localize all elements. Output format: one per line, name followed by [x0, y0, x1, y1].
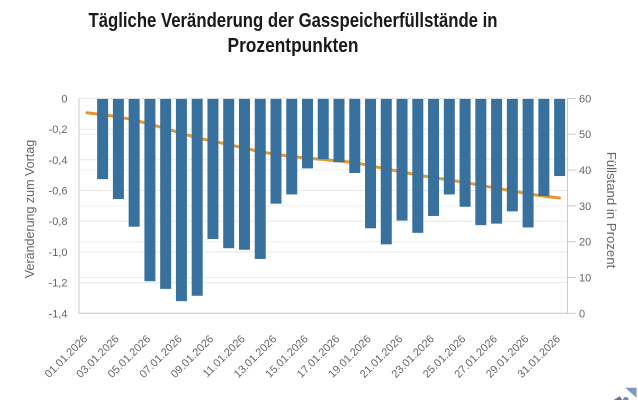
svg-text:-0,2: -0,2 [49, 124, 68, 136]
svg-text:-0,8: -0,8 [49, 216, 68, 228]
svg-text:60: 60 [579, 93, 591, 105]
svg-text:20: 20 [579, 237, 591, 249]
svg-text:0: 0 [61, 93, 67, 105]
svg-text:10: 10 [579, 272, 591, 284]
svg-text:-1,4: -1,4 [49, 308, 68, 320]
svg-text:40: 40 [579, 165, 591, 177]
svg-text:-0,4: -0,4 [49, 155, 68, 167]
svg-text:Prozentpunkten: Prozentpunkten [228, 35, 359, 57]
svg-text:0: 0 [579, 308, 585, 320]
svg-text:50: 50 [579, 129, 591, 141]
svg-text:Veränderung zum Vortag: Veränderung zum Vortag [23, 140, 37, 278]
svg-text:-1,2: -1,2 [49, 278, 68, 290]
svg-text:-1,0: -1,0 [49, 247, 68, 259]
svg-text:Tägliche Veränderung der Gassp: Tägliche Veränderung der Gasspeicherfüll… [89, 10, 498, 32]
svg-text:Füllstand in Prozent: Füllstand in Prozent [604, 152, 619, 269]
svg-text:30: 30 [579, 201, 591, 213]
svg-text:-0,6: -0,6 [49, 186, 68, 198]
